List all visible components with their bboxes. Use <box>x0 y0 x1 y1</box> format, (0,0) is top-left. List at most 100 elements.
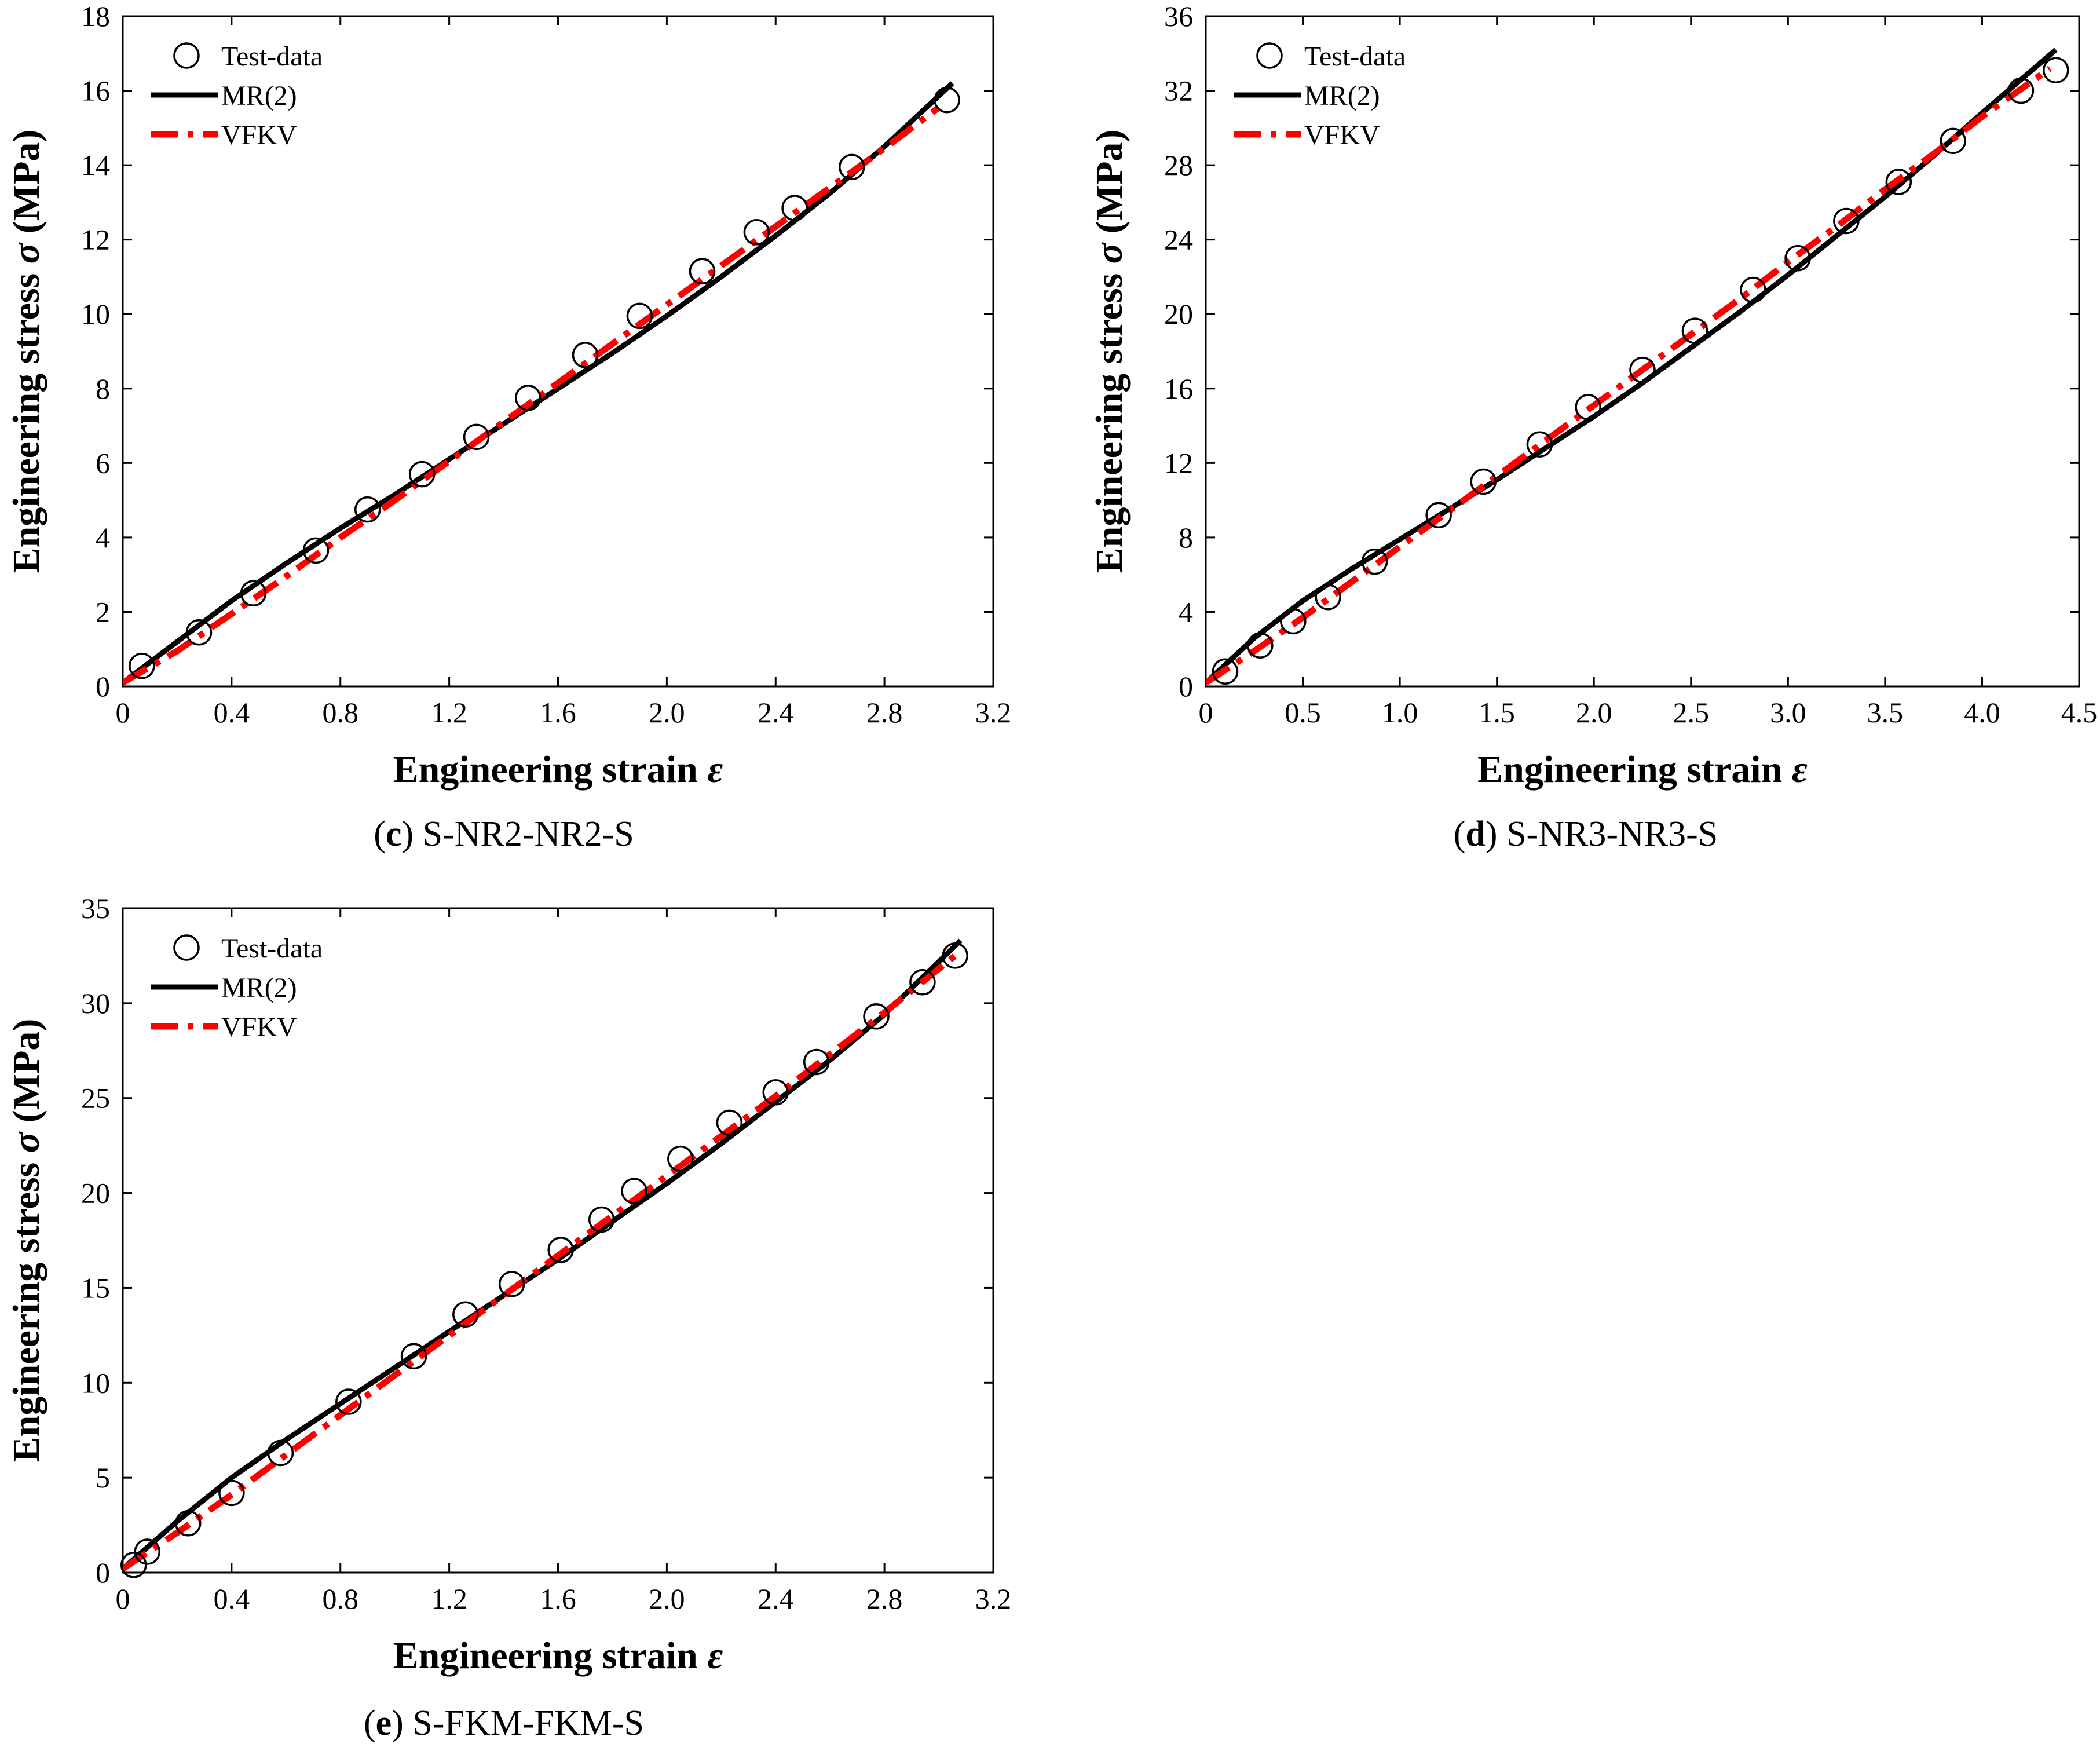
x-tick-label: 1.6 <box>540 1582 576 1615</box>
y-tick-label: 32 <box>1164 75 1193 107</box>
plot-frame <box>1205 15 2080 688</box>
test-data-point <box>2007 77 2035 104</box>
plot-frame <box>122 907 994 1574</box>
y-tick-label: 4 <box>96 521 110 554</box>
x-tick-label: 1.2 <box>431 1582 467 1615</box>
x-tick-label: 0.5 <box>1285 696 1321 729</box>
y-axis-label-symbol: σ <box>1088 242 1131 264</box>
test-data-point <box>547 1237 574 1263</box>
chart-panel-e: 0 0.4 0.8 1.2 1.6 2.0 2.4 2.8 3.2 0 5 10 15 20 25 30 35 E… <box>5 892 1011 1743</box>
test-data-point <box>267 1439 294 1467</box>
test-data-point <box>185 619 213 646</box>
caption-open-paren: ( <box>1454 814 1466 854</box>
y-axis-label-space2 <box>1088 233 1131 243</box>
x-tick-label: 2.5 <box>1673 696 1710 729</box>
caption-letter: d <box>1465 814 1485 854</box>
x-tick-label: 0.4 <box>214 1582 250 1615</box>
test-data-point <box>400 1343 427 1370</box>
series-line-mr2 <box>1206 47 2058 685</box>
series-line-vfkv <box>123 953 957 1571</box>
test-data-point <box>1212 658 1239 685</box>
y-tick-label: 6 <box>96 447 110 479</box>
y-tick-label: 20 <box>1164 298 1193 330</box>
x-axis-label-symbol: ε <box>707 1635 723 1677</box>
test-data-point <box>120 1552 147 1578</box>
legend-label-test: Test-data <box>1304 41 1406 72</box>
y-tick-label: 18 <box>81 0 110 32</box>
y-tick-label: 8 <box>1179 521 1193 554</box>
caption-open-paren: ( <box>374 814 386 854</box>
panel-caption: (e) S-FKM-FKM-S <box>364 1704 644 1743</box>
test-data-point <box>1885 169 1912 195</box>
test-data-point <box>863 1003 890 1030</box>
y-axis-label-space <box>5 264 47 273</box>
test-data-point <box>1470 468 1497 495</box>
x-tick-label: 2.4 <box>758 1582 794 1615</box>
y-axis-label-space <box>5 1153 47 1163</box>
y-tick-label: 10 <box>81 1366 110 1399</box>
x-tick-label: 1.6 <box>540 696 576 729</box>
test-data-point <box>743 219 770 246</box>
test-data-point <box>588 1206 615 1233</box>
y-tick-label: 2 <box>96 595 110 628</box>
y-tick-label: 16 <box>1164 372 1193 405</box>
test-data-point <box>2043 57 2069 83</box>
x-axis-label-symbol: ε <box>707 748 723 791</box>
test-data-point <box>626 302 653 330</box>
caption-name: S-NR2-NR2-S <box>414 814 634 854</box>
test-data-point <box>839 153 865 181</box>
y-tick-label: 15 <box>81 1271 110 1304</box>
x-tick-label: 4.0 <box>1964 696 2000 729</box>
y-tick-label: 0 <box>96 1556 110 1589</box>
caption-close-paren: ) <box>392 1704 404 1743</box>
legend-label-vfkv: VFKV <box>221 1012 297 1043</box>
x-axis-label-space <box>698 748 708 791</box>
y-axis-label-unit: (MPa) <box>1088 130 1131 234</box>
panel-caption: (c) S-NR2-NR2-S <box>374 814 634 854</box>
caption-close-paren: ) <box>1486 814 1498 854</box>
test-data-point <box>909 969 936 996</box>
y-axis-label-space <box>1088 264 1131 273</box>
x-tick-label: 4.5 <box>2061 696 2098 729</box>
test-data-point <box>302 537 330 564</box>
y-axis-label: Engineering stress σ (MPa) <box>5 1019 47 1463</box>
y-tick-label: 25 <box>81 1082 110 1114</box>
test-data-point <box>803 1048 830 1076</box>
x-tick-label: 1.2 <box>431 696 467 729</box>
x-axis-label-space <box>1782 748 1792 791</box>
legend-label-test: Test-data <box>221 933 323 964</box>
series-line-mr2 <box>123 938 963 1571</box>
legend-label-vfkv: VFKV <box>1304 120 1380 151</box>
test-data-point <box>1681 317 1708 344</box>
test-data-point <box>1280 608 1307 635</box>
y-tick-label: 24 <box>1164 224 1193 256</box>
chart-panel-d: 0 0.5 1.0 1.5 2.0 2.5 3.0 3.5 4.0 4.5 0 4 8 12 16 20 24 2… <box>1088 0 2097 854</box>
y-tick-label: 12 <box>81 224 110 256</box>
test-data-point <box>335 1388 362 1415</box>
test-data-point <box>934 86 960 114</box>
x-axis-label-symbol: ε <box>1792 748 1808 791</box>
y-axis-label: Engineering stress σ (MPa) <box>5 130 47 573</box>
caption-letter: e <box>376 1704 392 1743</box>
test-data-point <box>1247 632 1274 659</box>
series-line-vfkv <box>123 105 941 686</box>
x-tick-label: 2.0 <box>1576 696 1612 729</box>
y-axis-label-text: Engineering stress <box>1088 273 1131 573</box>
test-data-point <box>1833 207 1860 235</box>
y-tick-label: 30 <box>81 987 110 1019</box>
x-tick-label: 2.8 <box>866 696 903 729</box>
y-axis-label-space2 <box>5 233 47 243</box>
chart-panel-c: 0 0.4 0.8 1.2 1.6 2.0 2.4 2.8 3.2 0 2 4 6 8 10 12 14 16 18… <box>5 0 1011 854</box>
legend-marker-test <box>173 934 200 961</box>
test-data-point <box>1784 245 1811 272</box>
y-tick-label: 0 <box>1179 670 1193 703</box>
x-tick-label: 2.4 <box>758 696 794 729</box>
test-data-point <box>452 1301 479 1328</box>
y-tick-label: 36 <box>1164 0 1193 32</box>
test-data-point <box>1315 583 1341 611</box>
x-tick-label: 0 <box>116 696 130 729</box>
y-tick-label: 28 <box>1164 149 1193 181</box>
y-tick-label: 0 <box>96 670 110 703</box>
test-data-point <box>354 496 381 523</box>
